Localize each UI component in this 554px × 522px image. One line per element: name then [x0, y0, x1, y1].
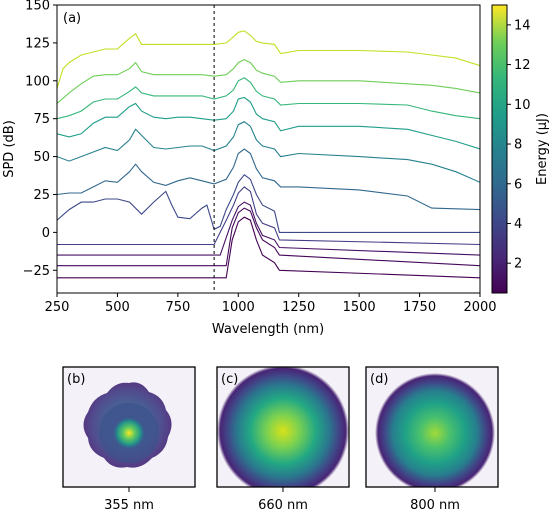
x-tick-label: 1500: [343, 300, 376, 315]
colorbar-tick-label: 10: [514, 98, 531, 113]
panel-label-d: (d): [370, 372, 388, 387]
colorbar-tick-label: 2: [514, 257, 522, 272]
colorbar-tick-label: 4: [514, 217, 522, 232]
x-axis-label: Wavelength (nm): [212, 322, 324, 337]
colorbar-ticks: 2 4 6 8 10 12 14: [507, 18, 531, 272]
y-tick-label: −25: [23, 264, 50, 279]
colorbar-label: Energy (μJ): [535, 113, 550, 185]
spectrum-series-6: [57, 121, 480, 183]
y-axis-label: SPD (dB): [2, 120, 17, 178]
y-tick-label: 75: [33, 112, 50, 127]
beam-central-spot: [112, 416, 146, 450]
y-tick-label: 50: [33, 150, 50, 165]
y-tick-label: 0: [42, 226, 50, 241]
wavelength-caption-b: 355 nm: [104, 498, 154, 513]
spectrum-series-9: [57, 58, 480, 104]
beam-spot: [217, 367, 349, 487]
y-tick-label: 125: [25, 36, 50, 51]
beam-image-frame: [365, 366, 499, 488]
spectrum-series-3: [57, 186, 480, 246]
beam-profile-d: (d) 800 nm: [365, 366, 499, 513]
y-tick-label: 100: [25, 74, 50, 89]
x-tick-label: 250: [45, 300, 70, 315]
spectrum-series-4: [57, 174, 480, 233]
beam-spot: [375, 373, 495, 487]
spectrum-series-1: [57, 207, 480, 267]
panel-label-a: (a): [63, 11, 81, 26]
spectrum-series-7: [57, 96, 480, 150]
x-tick-label: 1750: [403, 300, 436, 315]
plot-background: [57, 5, 480, 293]
colorbar: 2 4 6 8 10 12 14 Energy (μJ): [491, 4, 550, 294]
x-tick-label: 750: [165, 300, 190, 315]
y-tick-label: 25: [33, 188, 50, 203]
wavelength-caption-d: 800 nm: [410, 498, 460, 513]
colorbar-gradient: [491, 4, 508, 294]
spectrum-series-5: [57, 148, 480, 211]
series-layer: [57, 30, 480, 279]
colorbar-tick-label: 12: [514, 58, 531, 73]
x-tick-label: 1000: [222, 300, 255, 315]
panel-label-c: (c): [221, 372, 238, 387]
colorbar-tick-label: 14: [514, 18, 531, 33]
y-tick-label: 150: [25, 0, 50, 14]
beam-profile-b: (b) 355 nm: [62, 366, 196, 513]
spectrum-series-2: [57, 201, 480, 256]
colorbar-tick-label: 8: [514, 138, 522, 153]
y-axis: −25 0 25 50 75 100 125 150: [23, 0, 57, 279]
x-tick-label: 2000: [463, 300, 496, 315]
beam-profile-c: (c) 660 nm: [216, 366, 350, 513]
panel-label-b: (b): [67, 372, 85, 387]
colorbar-tick-label: 6: [514, 177, 522, 192]
spectrum-series-0: [57, 216, 480, 279]
x-axis: 250 500 750 1000 1250 1500 1750 2000: [45, 293, 497, 315]
x-tick-label: 1250: [282, 300, 315, 315]
spectrum-series-8: [57, 77, 480, 120]
wavelength-caption-c: 660 nm: [258, 498, 308, 513]
plot-frame: [56, 4, 481, 294]
spectrum-panel: 250 500 750 1000 1250 1500 1750 2000 −25 0 25 50 75…: [2, 0, 497, 337]
x-tick-label: 500: [105, 300, 130, 315]
spectrum-series-10: [57, 30, 480, 89]
